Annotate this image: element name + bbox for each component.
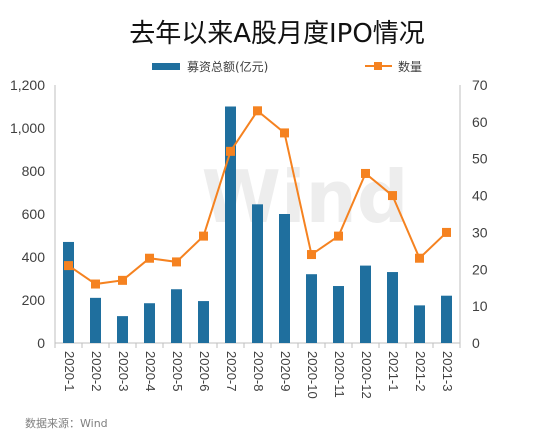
- y-left-tick-label: 200: [22, 292, 46, 308]
- y-left-tick-label: 400: [22, 249, 46, 265]
- x-tick-label: 2020-5: [170, 351, 185, 391]
- chart-title: 去年以来A股月度IPO情况: [129, 19, 425, 49]
- y-right-tick-label: 40: [472, 188, 488, 204]
- line-point: [280, 128, 289, 138]
- line-point: [334, 231, 343, 241]
- legend-line-marker: [374, 62, 382, 70]
- bar: [441, 295, 452, 343]
- bar: [414, 305, 425, 343]
- y-right-tick-label: 70: [472, 77, 488, 93]
- x-tick-label: 2020-6: [197, 351, 212, 391]
- bar: [198, 301, 209, 343]
- y-right-tick-label: 50: [472, 151, 488, 167]
- legend-bar-swatch: [152, 63, 180, 70]
- bar: [360, 265, 371, 343]
- line-series: [64, 106, 451, 289]
- line-point: [388, 191, 397, 201]
- legend-bar-label: 募资总额(亿元): [187, 59, 268, 74]
- y-right-tick-label: 30: [472, 224, 488, 240]
- line-point: [91, 279, 100, 289]
- x-tick-label: 2020-10: [305, 351, 320, 399]
- legend: 募资总额(亿元) 数量: [152, 59, 422, 74]
- line-point: [64, 261, 73, 271]
- bar: [171, 289, 182, 343]
- y-left-tick-label: 0: [37, 335, 45, 351]
- y-left-tick-label: 1,200: [10, 77, 45, 93]
- line-point: [361, 168, 370, 178]
- line-point: [118, 275, 127, 285]
- x-tick-label: 2020-3: [116, 351, 131, 391]
- y-right-tick-label: 10: [472, 298, 488, 314]
- x-tick-label: 2020-9: [278, 351, 293, 391]
- y-right-tick-label: 60: [472, 114, 488, 130]
- bar: [225, 106, 236, 343]
- y-right-tick-label: 20: [472, 261, 488, 277]
- line-point: [415, 253, 424, 263]
- bar: [117, 316, 128, 343]
- x-tick-label: 2020-2: [89, 351, 104, 391]
- bar: [279, 214, 290, 343]
- line-point: [307, 250, 316, 260]
- line-point: [172, 257, 181, 267]
- bar: [90, 297, 101, 343]
- bar: [252, 204, 263, 343]
- x-tick-label: 2020-4: [143, 351, 158, 391]
- x-tick-label: 2020-7: [224, 351, 239, 391]
- x-tick-label: 2021-2: [413, 351, 428, 391]
- axes: 0 200 400 600 800 1,000 1,200 0 10 20 30 40 50 60 70 20…: [10, 77, 488, 399]
- bar: [63, 241, 74, 343]
- line-point: [442, 227, 451, 237]
- bar: [144, 303, 155, 343]
- line-point: [226, 146, 235, 156]
- x-tick-label: 2021-3: [440, 351, 455, 391]
- x-tick-label: 2021-1: [386, 351, 401, 391]
- bar: [306, 274, 317, 343]
- x-tick-label: 2020-11: [332, 351, 347, 398]
- y-left-tick-label: 1,000: [10, 120, 45, 136]
- x-tick-label: 2020-8: [251, 351, 266, 391]
- y-right-tick-label: 0: [472, 335, 480, 351]
- legend-line-label: 数量: [398, 59, 422, 74]
- bar: [387, 272, 398, 343]
- x-tick-label: 2020-12: [359, 351, 374, 399]
- y-left-tick-label: 800: [22, 163, 46, 179]
- line-point: [199, 231, 208, 241]
- bar-series: [63, 106, 452, 343]
- bar: [333, 286, 344, 343]
- y-left-tick-label: 600: [22, 206, 46, 222]
- line-point: [253, 106, 262, 116]
- line-point: [145, 253, 154, 263]
- data-source: 数据来源：Wind: [25, 416, 108, 430]
- x-tick-label: 2020-1: [62, 351, 77, 391]
